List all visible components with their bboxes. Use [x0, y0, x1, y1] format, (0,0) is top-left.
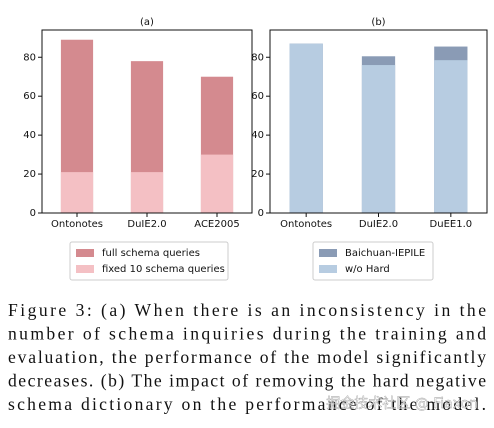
- axes-frame: [269, 29, 488, 214]
- x-tick-label: DuEE1.0: [430, 219, 473, 230]
- bar: [200, 154, 234, 213]
- legend-swatch: [319, 249, 337, 257]
- legend-swatch: [76, 249, 94, 257]
- caption-line: number of schema inquiries during the tr…: [8, 324, 486, 344]
- bar: [130, 172, 164, 213]
- watermark: 掘金技术社区 @ Fiaxon: [326, 396, 478, 412]
- legend-swatch: [76, 265, 94, 273]
- legend-label: w/o Hard: [345, 264, 390, 275]
- x-tick-label: DuIE2.0: [359, 219, 398, 230]
- y-tick-label: 60: [23, 91, 36, 102]
- legend-label: full schema queries: [102, 248, 200, 259]
- legend-swatch: [319, 265, 337, 273]
- bar: [361, 65, 396, 213]
- y-tick-label: 40: [23, 130, 36, 141]
- legend-label: fixed 10 schema queries: [102, 264, 225, 275]
- y-tick-label: 0: [258, 208, 264, 219]
- chart-title: (a): [140, 17, 154, 28]
- axes-frame: [41, 29, 253, 214]
- x-tick-label: Ontonotes: [280, 219, 332, 230]
- bar: [289, 43, 323, 214]
- caption-line: schema dictionary on the performance of …: [8, 394, 486, 414]
- caption-line: decreases. (b) The impact of removing th…: [8, 371, 486, 391]
- y-tick-label: 20: [251, 169, 264, 180]
- y-tick-label: 20: [23, 169, 36, 180]
- y-tick-label: 60: [251, 91, 264, 102]
- legend-box: [312, 241, 434, 281]
- x-tick-label: Ontonotes: [51, 219, 103, 230]
- chart-title: (b): [371, 17, 385, 28]
- y-tick-label: 80: [251, 52, 264, 63]
- y-tick-label: 40: [251, 130, 264, 141]
- x-tick-label: DuIE2.0: [127, 219, 166, 230]
- y-tick-label: 80: [23, 52, 36, 63]
- caption-line: Figure 3: (a) When there is an inconsist…: [8, 300, 486, 320]
- legend-label: Baichuan-IEPILE: [345, 248, 425, 259]
- x-tick-label: ACE2005: [194, 219, 239, 230]
- bar: [434, 60, 468, 213]
- y-tick-label: 0: [30, 208, 36, 219]
- caption-line: evaluation, the performance of the model…: [8, 347, 486, 367]
- bar: [60, 172, 94, 213]
- legend-box: [69, 241, 229, 281]
